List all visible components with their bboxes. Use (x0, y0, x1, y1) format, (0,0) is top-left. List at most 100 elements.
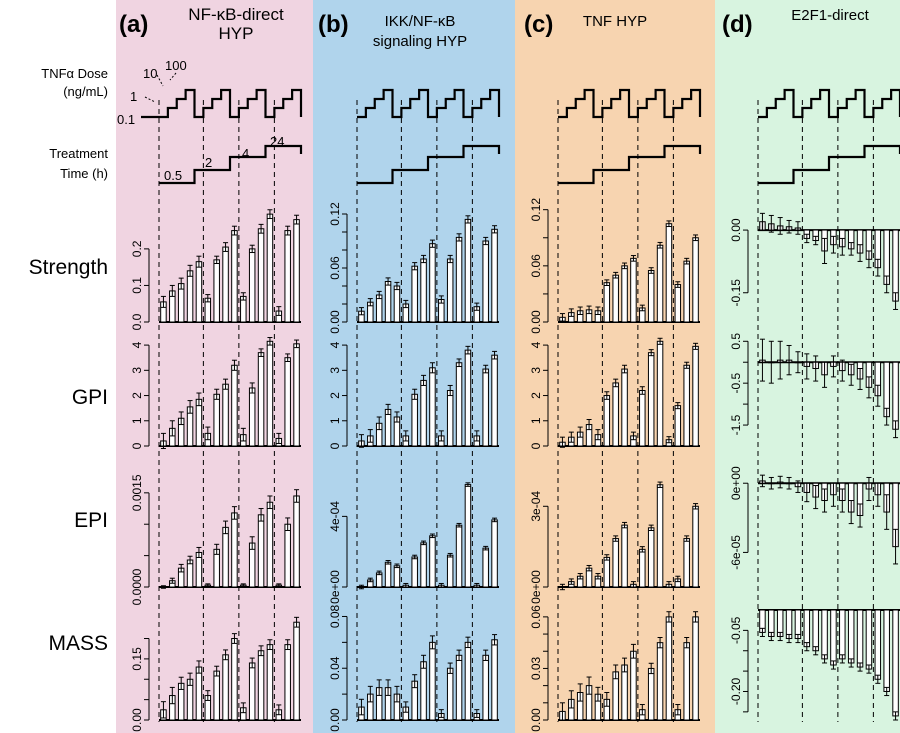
bar (231, 364, 238, 447)
gpi-label: GPI (72, 386, 108, 409)
dose-staircase-line (357, 88, 501, 119)
panel-a-title-line2: HYP (219, 24, 254, 43)
chart-a-gpi: 0 1 2 3 4 (130, 337, 301, 449)
chart-d-strength: 0.00 -0.15 (729, 212, 900, 310)
time-label-0: 0.5 (164, 168, 182, 183)
bar (621, 664, 628, 721)
y-tick-label: 0.5 (729, 333, 743, 350)
bar (266, 501, 274, 588)
bar (692, 345, 699, 447)
chart-c-gpi: 0 1 2 3 4 (529, 337, 700, 449)
bar (464, 641, 472, 721)
bar (665, 223, 673, 323)
y-tick-label: 4e-04 (328, 501, 342, 532)
y-tick-label: 0.03 (529, 656, 543, 680)
dose-pointer-3 (169, 72, 177, 81)
panel-b-title-line2: signaling HYP (373, 33, 467, 50)
y-tick-label: -0.5 (729, 373, 743, 394)
chart-d-mass: -0.05 -0.20 (729, 609, 900, 721)
y-tick-label: 4 (328, 341, 342, 348)
bar (411, 556, 418, 588)
bar (213, 393, 220, 447)
bar (284, 357, 291, 447)
bar (892, 229, 899, 302)
bar (692, 505, 699, 588)
bar (647, 352, 655, 447)
panel-d-letter: (d) (722, 11, 753, 38)
y-tick-label: 0 (130, 442, 144, 449)
panel-d-title: E2F1-direct (791, 7, 869, 24)
bar (213, 548, 220, 588)
bar (213, 670, 220, 721)
bar (455, 654, 463, 721)
y-tick-label: 0.00 (328, 310, 342, 334)
bar (293, 495, 300, 588)
bar (222, 246, 229, 323)
bar (248, 248, 256, 323)
panel-c-title: TNF HYP (583, 13, 647, 30)
panel-c-time-steps (558, 144, 702, 185)
panel-c-header: (c) TNF HYP (524, 11, 647, 38)
y-tick-label: 0.0015 (130, 474, 144, 511)
y-tick-label: 0.00 (130, 708, 144, 732)
y-tick-label: 0e+00 (529, 570, 543, 604)
bar (647, 667, 655, 721)
time-step-line (558, 144, 702, 185)
panel-a-separators (158, 100, 275, 722)
y-tick-label: 2 (130, 392, 144, 399)
bar (420, 661, 427, 721)
bar (683, 642, 690, 721)
strength-label: Strength (29, 256, 108, 279)
bar (231, 638, 238, 721)
y-tick-label: 0.08 (328, 604, 342, 628)
bar (446, 667, 454, 721)
bar (446, 390, 454, 447)
y-tick-label: 4 (529, 341, 543, 348)
bar (491, 639, 498, 721)
y-tick-label: 1 (328, 417, 342, 424)
panel-c-letter: (c) (524, 11, 553, 38)
y-tick-label: 2 (529, 392, 543, 399)
chart-c-mass: 0.00 0.03 0.06 (529, 605, 700, 732)
bar (293, 219, 300, 323)
time-step-line (159, 144, 303, 185)
bar (222, 526, 229, 588)
y-tick-label: -1.5 (729, 414, 743, 435)
chart-b-mass: 0.00 0.04 0.08 (328, 604, 499, 732)
bar (411, 393, 418, 447)
y-tick-label: 3e-04 (529, 491, 543, 522)
bar (429, 535, 436, 588)
bar (482, 368, 489, 447)
bar (683, 538, 690, 588)
panel-b-time-steps (357, 144, 501, 185)
y-tick-label: -0.20 (729, 677, 743, 705)
bar (248, 662, 256, 721)
y-tick-label: 0.04 (328, 656, 342, 680)
bar (630, 650, 637, 721)
chart-a-mass: 0.00 0.15 (130, 616, 301, 732)
y-tick-label: 0.06 (328, 256, 342, 280)
bar (195, 398, 203, 447)
bar (384, 281, 392, 323)
bar (630, 257, 637, 323)
dose-label-0: 0.1 (117, 112, 135, 127)
bar (446, 554, 454, 588)
time-label-line1: Treatment (49, 146, 108, 161)
bar (266, 644, 274, 721)
panel-a-dose-staircase (141, 88, 303, 119)
panel-a-header: (a) NF-κB-direct HYP (119, 5, 284, 43)
y-tick-label: 0.1 (130, 277, 144, 294)
panel-b-dose-staircase (357, 88, 501, 119)
bar (455, 236, 463, 323)
panel-b-background (313, 0, 515, 733)
bar (612, 274, 619, 323)
time-step-line (357, 144, 501, 185)
panel-a-background (116, 0, 313, 733)
bar (284, 230, 291, 323)
bar (429, 367, 436, 447)
bar (865, 609, 873, 670)
y-tick-label: 0.12 (529, 198, 543, 222)
bar (266, 340, 274, 447)
y-tick-label: 1 (529, 417, 543, 424)
